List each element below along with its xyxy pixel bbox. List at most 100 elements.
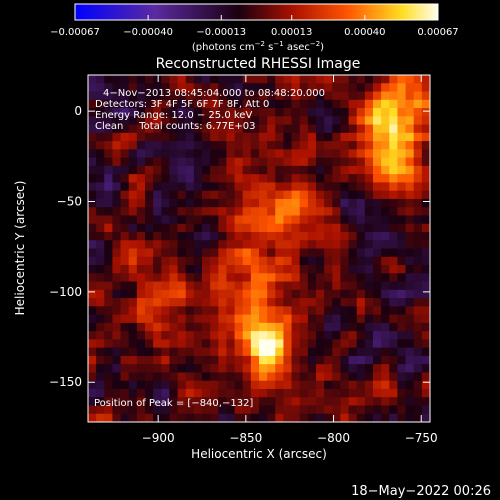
- heatmap-pixel: [324, 273, 333, 282]
- heatmap-pixel: [128, 364, 138, 373]
- heatmap-pixel: [291, 174, 301, 183]
- heatmap-pixel: [413, 355, 423, 365]
- heatmap-pixel: [405, 198, 415, 208]
- heatmap-pixel: [185, 108, 195, 117]
- heatmap-pixel: [275, 182, 284, 192]
- heatmap-pixel: [112, 265, 121, 274]
- heatmap-pixel: [185, 91, 195, 101]
- heatmap-pixel: [193, 132, 203, 142]
- heatmap-pixel: [291, 314, 301, 324]
- heatmap-pixel: [226, 116, 235, 125]
- heatmap-pixel: [405, 182, 415, 192]
- heatmap-pixel: [242, 397, 252, 406]
- heatmap-pixel: [299, 331, 309, 340]
- heatmap-pixel: [348, 339, 358, 349]
- heatmap-pixel: [234, 116, 244, 125]
- heatmap-pixel: [381, 314, 390, 324]
- heatmap-pixel: [340, 174, 349, 183]
- heatmap-pixel: [193, 223, 203, 233]
- heatmap-pixel: [177, 397, 187, 406]
- heatmap-pixel: [275, 165, 284, 175]
- heatmap-pixel: [259, 215, 268, 225]
- heatmap-pixel: [259, 83, 268, 92]
- heatmap-pixel: [161, 108, 170, 117]
- heatmap-pixel: [259, 149, 268, 159]
- heatmap-pixel: [299, 124, 309, 134]
- heatmap-pixel: [324, 339, 333, 349]
- heatmap-pixel: [421, 355, 431, 365]
- heatmap-pixel: [234, 306, 244, 315]
- heatmap-pixel: [275, 141, 284, 150]
- heatmap-pixel: [307, 198, 317, 208]
- heatmap-pixel: [153, 248, 162, 258]
- heatmap-pixel: [348, 116, 358, 125]
- heatmap-pixel: [226, 397, 235, 406]
- heatmap-pixel: [275, 413, 284, 423]
- heatmap-pixel: [267, 355, 276, 365]
- heatmap-pixel: [136, 132, 146, 142]
- heatmap-pixel: [299, 355, 309, 365]
- heatmap-pixel: [299, 141, 309, 150]
- heatmap-pixel: [218, 141, 227, 150]
- heatmap-pixel: [104, 132, 113, 142]
- heatmap-pixel: [397, 347, 406, 357]
- heatmap-pixel: [389, 413, 398, 423]
- heatmap-pixel: [373, 132, 382, 142]
- heatmap-pixel: [218, 165, 227, 175]
- heatmap-pixel: [218, 99, 227, 109]
- heatmap-pixel: [120, 364, 130, 373]
- heatmap-pixel: [316, 298, 325, 307]
- heatmap-pixel: [299, 240, 309, 249]
- heatmap-pixel: [96, 413, 105, 423]
- heatmap-pixel: [104, 256, 113, 266]
- heatmap-pixel: [316, 289, 325, 299]
- heatmap-pixel: [112, 339, 121, 349]
- heatmap-pixel: [291, 388, 301, 398]
- heatmap-pixel: [128, 314, 138, 324]
- heatmap-pixel: [283, 116, 292, 125]
- heatmap-pixel: [128, 124, 138, 134]
- heatmap-pixel: [242, 289, 252, 299]
- heatmap-pixel: [332, 314, 341, 324]
- info-line-1: 4−Nov−2013 08:45:04.000 to 08:48:20.000: [103, 88, 325, 99]
- heatmap-pixel: [250, 306, 260, 315]
- heatmap-pixel: [332, 157, 341, 167]
- heatmap-pixel: [226, 281, 235, 291]
- heatmap-pixel: [356, 99, 366, 109]
- heatmap-pixel: [202, 116, 211, 125]
- heatmap-pixel: [120, 355, 130, 365]
- heatmap-pixel: [389, 248, 398, 258]
- heatmap-pixel: [88, 215, 97, 225]
- heatmap-pixel: [185, 364, 195, 373]
- heatmap-pixel: [348, 91, 358, 101]
- heatmap-pixel: [234, 364, 244, 373]
- heatmap-pixel: [88, 347, 97, 357]
- heatmap-pixel: [421, 198, 431, 208]
- heatmap-pixel: [145, 174, 154, 183]
- heatmap-pixel: [128, 240, 138, 249]
- heatmap-pixel: [316, 256, 325, 266]
- heatmap-pixel: [234, 314, 244, 324]
- heatmap-pixel: [356, 248, 366, 258]
- heatmap-pixel: [275, 240, 284, 249]
- heatmap-pixel: [364, 331, 374, 340]
- heatmap-pixel: [413, 116, 423, 125]
- heatmap-pixel: [267, 223, 276, 233]
- heatmap-pixel: [185, 223, 195, 233]
- heatmap-pixel: [136, 405, 146, 415]
- heatmap-pixel: [348, 322, 358, 332]
- heatmap-pixel: [332, 281, 341, 291]
- heatmap-pixel: [389, 298, 398, 307]
- heatmap-pixel: [389, 265, 398, 274]
- heatmap-pixel: [153, 149, 162, 159]
- heatmap-pixel: [267, 231, 276, 241]
- heatmap-pixel: [373, 339, 382, 349]
- heatmap-pixel: [373, 322, 382, 332]
- heatmap-pixel: [104, 289, 113, 299]
- heatmap-pixel: [193, 405, 203, 415]
- heatmap-pixel: [356, 364, 366, 373]
- heatmap-pixel: [185, 306, 195, 315]
- heatmap-pixel: [226, 240, 235, 249]
- heatmap-pixel: [324, 331, 333, 340]
